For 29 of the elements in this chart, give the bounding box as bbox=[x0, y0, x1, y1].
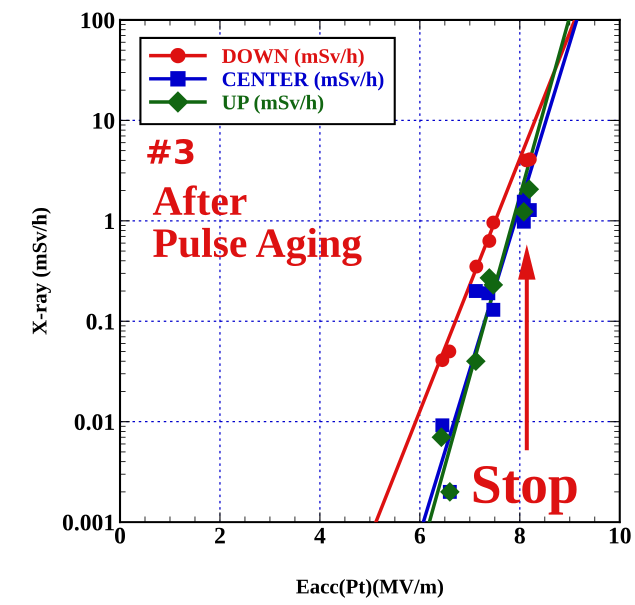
y-tick-label: 0.001 bbox=[62, 514, 114, 531]
point bbox=[466, 351, 486, 372]
x-tick-label: 6 bbox=[414, 528, 426, 544]
point bbox=[519, 179, 540, 200]
x-tick-label: 2 bbox=[215, 528, 225, 544]
legend-label: CENTER (mSv/h) bbox=[222, 72, 384, 91]
x-tick-label: 4 bbox=[314, 528, 326, 544]
x-tick-label: 10 bbox=[610, 528, 631, 544]
y-axis-title: X-ray (mSv/h) bbox=[32, 208, 51, 335]
point bbox=[482, 234, 496, 248]
point bbox=[486, 302, 500, 317]
point bbox=[486, 216, 500, 230]
point bbox=[432, 427, 452, 448]
annotation: #3 bbox=[147, 138, 194, 164]
point bbox=[468, 284, 483, 298]
x-tick-label: 0 bbox=[115, 528, 126, 544]
annotation: Stop bbox=[474, 466, 577, 515]
y-tick-label: 0.01 bbox=[74, 414, 114, 430]
annotation: After Pulse Aging bbox=[152, 185, 362, 266]
point bbox=[469, 260, 484, 274]
y-tick-label: 1 bbox=[105, 213, 114, 230]
legend-label: DOWN (mSv/h) bbox=[222, 48, 364, 68]
x-axis-title: Eacc(Pt)(MV/m) bbox=[296, 578, 444, 598]
y-tick-label: 0.1 bbox=[86, 314, 114, 330]
legend-label: UP (mSv/h) bbox=[222, 94, 324, 114]
x-tick-label: 8 bbox=[514, 528, 525, 544]
y-tick-label: 10 bbox=[93, 112, 114, 129]
y-tick-label: 100 bbox=[82, 12, 114, 28]
point bbox=[435, 353, 450, 368]
